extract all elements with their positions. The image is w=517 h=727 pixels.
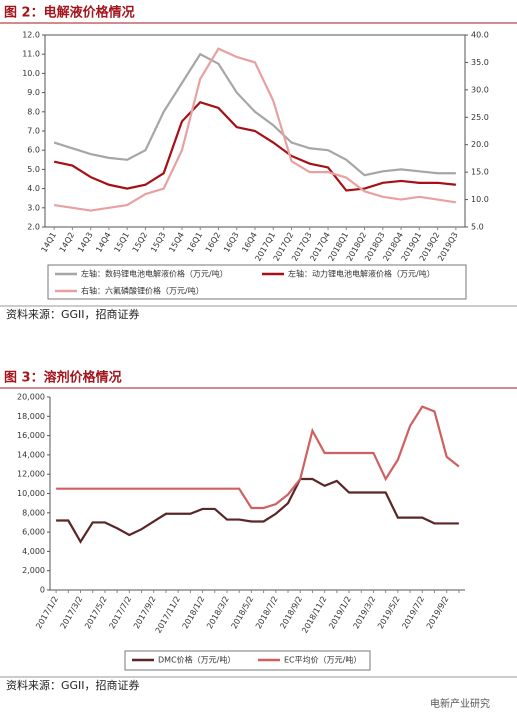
- x-tick-label: 2019/1/2: [327, 595, 353, 631]
- x-tick-label: 16Q3: [222, 231, 241, 254]
- y2-tick-label: 20.0: [471, 140, 489, 149]
- x-tick-label: 14Q1: [39, 231, 58, 254]
- y-tick-label: 2.0: [27, 223, 40, 232]
- legend-label: EC平均价（万元/吨）: [284, 655, 361, 665]
- legend-label: 左轴：数码锂电池电解液价格（万元/吨）: [81, 269, 228, 279]
- x-tick-label: 2017/1/2: [34, 595, 60, 631]
- y-tick-label: 10,000: [17, 489, 45, 498]
- x-tick-label: 2018/3/2: [205, 595, 231, 631]
- figure-title: 图 3：溶剂价格情况: [4, 370, 122, 386]
- x-tick-label: 16Q4: [240, 231, 259, 254]
- y-tick-label: 6.0: [27, 146, 40, 155]
- series-line: [53, 52, 456, 177]
- source-note: 资料来源：GGII，招商证券: [6, 678, 140, 692]
- y-tick-label: 8.0: [27, 107, 40, 116]
- y-tick-label: 5.0: [27, 165, 40, 174]
- y-tick-label: 11.0: [22, 50, 40, 59]
- y-tick-label: 4.0: [27, 184, 40, 193]
- x-tick-label: 16Q2: [204, 231, 223, 254]
- x-tick-label: 2018/5/2: [230, 595, 256, 631]
- legend-box: [47, 264, 467, 300]
- y-tick-label: 0: [40, 586, 45, 595]
- x-tick-label: 2019/7/2: [400, 595, 426, 631]
- y-tick-label: 7.0: [27, 127, 40, 136]
- x-tick-label: 2018/1/2: [181, 595, 207, 631]
- y-tick-label: 16,000: [17, 431, 45, 440]
- y2-tick-label: 40.0: [471, 31, 489, 40]
- x-tick-label: 2019/9/2: [425, 595, 451, 631]
- source-note: 资料来源：GGII，招商证券: [6, 307, 140, 321]
- figure-title: 图 2：电解液价格情况: [4, 5, 135, 21]
- y-tick-label: 4,000: [22, 547, 45, 556]
- x-tick-label: 14Q3: [76, 231, 95, 254]
- x-tick-label: 15Q3: [149, 231, 168, 254]
- y-tick-label: 10.0: [22, 69, 40, 78]
- y-tick-label: 6,000: [22, 528, 45, 537]
- y-tick-label: 18,000: [17, 412, 45, 421]
- x-tick-label: 2017/5/2: [83, 595, 109, 631]
- x-tick-label: 2019/5/2: [376, 595, 402, 631]
- series-line: [56, 405, 460, 510]
- series-line: [56, 477, 459, 544]
- y-tick-label: 3.0: [27, 203, 40, 212]
- y2-tick-label: 5.0: [471, 223, 484, 232]
- y2-tick-label: 25.0: [471, 113, 489, 122]
- y-tick-label: 8,000: [22, 508, 45, 517]
- x-tick-label: 2017/3/2: [59, 595, 85, 631]
- legend-label: 右轴：六氟磷酸锂价格（万元/吨）: [81, 286, 204, 296]
- legend-label: DMC价格（万元/吨）: [158, 655, 235, 665]
- legend-label: 左轴：动力锂电池电解液价格（万元/吨）: [288, 269, 435, 279]
- series-line: [53, 100, 456, 192]
- y2-tick-label: 10.0: [471, 195, 489, 204]
- y-tick-label: 12,000: [17, 470, 45, 479]
- x-tick-label: 14Q2: [58, 231, 77, 254]
- x-tick-label: 2017/9/2: [132, 595, 158, 631]
- x-tick-label: 2018/9/2: [278, 595, 304, 631]
- y-tick-label: 14,000: [17, 450, 45, 459]
- legend-box: [124, 650, 371, 671]
- y-tick-label: 20,000: [17, 393, 45, 402]
- y2-tick-label: 30.0: [471, 85, 489, 94]
- x-tick-label: 15Q2: [131, 231, 150, 254]
- x-tick-label: 2018/11/2: [300, 595, 328, 635]
- y2-tick-label: 35.0: [471, 58, 489, 67]
- y-tick-label: 12.0: [22, 31, 40, 40]
- x-tick-label: 2018/7/2: [254, 595, 280, 631]
- series-line: [53, 47, 457, 212]
- y-tick-label: 2,000: [22, 566, 45, 575]
- y-tick-label: 9.0: [27, 88, 40, 97]
- x-tick-label: 2017/11/2: [154, 595, 182, 635]
- x-tick-label: 15Q1: [112, 231, 131, 254]
- x-tick-label: 15Q4: [167, 231, 186, 254]
- x-tick-label: 16Q1: [186, 231, 205, 254]
- x-tick-label: 2017/7/2: [107, 595, 133, 631]
- x-tick-label: 14Q4: [94, 231, 113, 254]
- y2-tick-label: 15.0: [471, 168, 489, 177]
- x-tick-label: 2019/3/2: [352, 595, 378, 631]
- watermark: 电新产业研究: [430, 697, 490, 710]
